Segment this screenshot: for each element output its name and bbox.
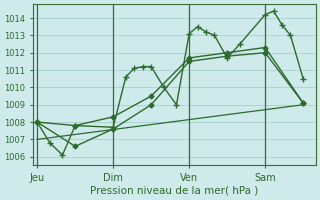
X-axis label: Pression niveau de la mer( hPa ): Pression niveau de la mer( hPa ) bbox=[90, 186, 259, 196]
